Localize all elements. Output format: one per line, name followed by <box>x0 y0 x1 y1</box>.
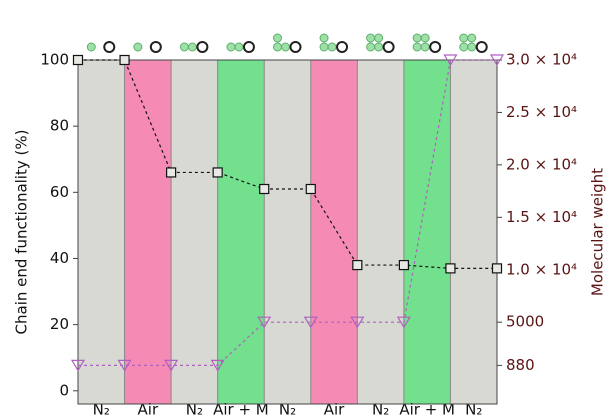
monomer-icon <box>468 43 476 51</box>
chain-end-icon <box>430 42 440 52</box>
chart: Chain end functionality (%) Molecular we… <box>0 0 614 419</box>
condition-band <box>357 60 404 404</box>
monomer-icon <box>367 34 375 42</box>
monomer-icon <box>320 34 328 42</box>
monomer-icon <box>274 43 282 51</box>
x-tick-label: N₂ <box>465 401 482 419</box>
condition-band <box>218 60 265 404</box>
monomer-icon <box>180 43 188 51</box>
chain-end-icon <box>197 42 207 52</box>
x-tick-label: N₂ <box>279 401 296 419</box>
y2-tick-label: 3.0 × 10⁴ <box>506 51 577 69</box>
monomer-icon <box>413 43 421 51</box>
data-point <box>446 264 455 273</box>
y2-tick-label: 2.0 × 10⁴ <box>506 155 577 173</box>
y-axis-title: Chain end functionality (%) <box>13 130 31 335</box>
monomer-icon <box>421 43 429 51</box>
condition-band <box>450 60 497 404</box>
x-tick-label: N₂ <box>372 401 389 419</box>
monomer-icon <box>235 43 243 51</box>
monomer-icon <box>282 43 290 51</box>
monomer-icon <box>460 43 468 51</box>
chain-end-icon <box>244 42 254 52</box>
chain-end-icon <box>151 42 161 52</box>
data-point <box>399 261 408 270</box>
data-point <box>493 264 502 273</box>
monomer-icon <box>87 43 95 51</box>
chain-end-icon <box>384 42 394 52</box>
monomer-icon <box>328 43 336 51</box>
x-tick-label: N₂ <box>186 401 203 419</box>
y2-tick-label: 1.0 × 10⁴ <box>506 260 577 278</box>
y-tick-label: 80 <box>50 117 69 135</box>
data-point <box>213 168 222 177</box>
monomer-icon <box>468 34 476 42</box>
monomer-icon <box>375 34 383 42</box>
condition-band <box>311 60 358 404</box>
y2-tick-label: 880 <box>506 356 535 374</box>
y-tick-label: 40 <box>50 249 69 267</box>
y-tick-label: 60 <box>50 183 69 201</box>
data-point <box>120 56 129 65</box>
monomer-icon <box>227 43 235 51</box>
condition-band <box>264 60 311 404</box>
chain-end-icon <box>104 42 114 52</box>
condition-band <box>171 60 218 404</box>
y-tick-label: 20 <box>50 315 69 333</box>
monomer-icon <box>320 43 328 51</box>
data-point <box>306 185 315 194</box>
y-tick-label: 0 <box>59 381 69 399</box>
y2-tick-label: 5000 <box>506 313 544 331</box>
x-tick-label: Air + M <box>213 401 269 419</box>
monomer-icon <box>188 43 196 51</box>
chain-end-icon <box>337 42 347 52</box>
monomer-icon <box>375 43 383 51</box>
x-tick-label: Air + M <box>399 401 455 419</box>
chain-end-icon <box>477 42 487 52</box>
condition-band <box>78 60 125 404</box>
condition-band <box>125 60 172 404</box>
x-tick-label: N₂ <box>93 401 110 419</box>
monomer-icon <box>413 34 421 42</box>
monomer-icon <box>460 34 468 42</box>
monomer-icon <box>367 43 375 51</box>
data-point <box>260 185 269 194</box>
chain-end-icon <box>291 42 301 52</box>
monomer-icon <box>421 34 429 42</box>
x-tick-label: Air <box>324 401 345 419</box>
data-point <box>353 261 362 270</box>
x-tick-label: Air <box>138 401 159 419</box>
y-tick-label: 100 <box>40 51 69 69</box>
condition-band <box>404 60 451 404</box>
monomer-icon <box>274 34 282 42</box>
data-point <box>167 168 176 177</box>
y2-tick-label: 2.5 × 10⁴ <box>506 103 577 121</box>
y2-tick-label: 1.5 × 10⁴ <box>506 208 577 226</box>
y2-axis-title: Molecular weight <box>589 168 607 296</box>
data-point <box>74 56 83 65</box>
monomer-icon <box>134 43 142 51</box>
